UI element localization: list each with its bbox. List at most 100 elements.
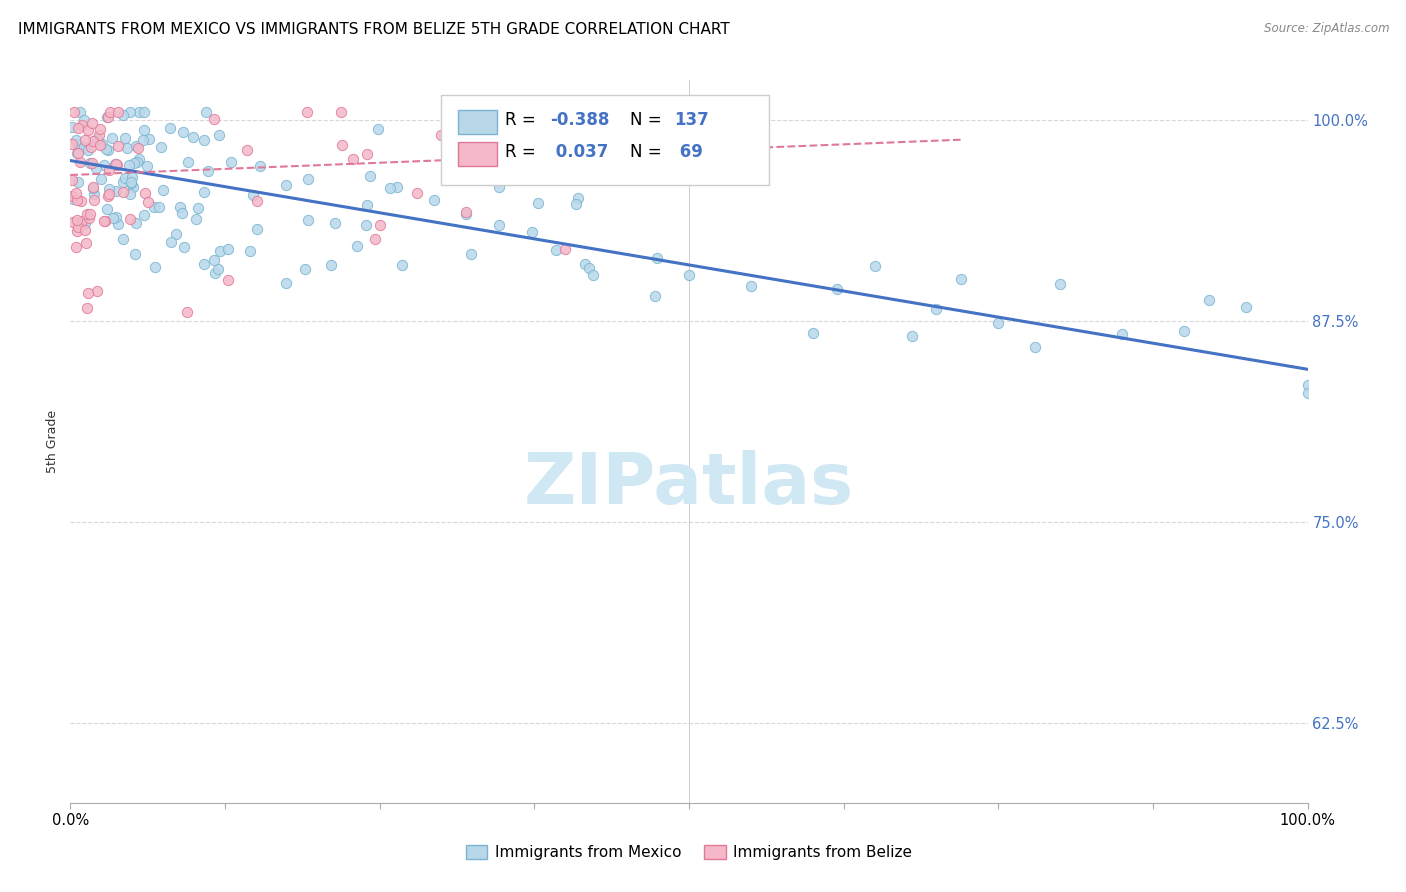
Point: [105, 158, 128, 172]
Point: [987, 316, 1010, 330]
Point: [544, 243, 567, 257]
Point: [181, 130, 204, 145]
Point: [138, 132, 160, 146]
Point: [67, 219, 90, 234]
Point: [520, 225, 543, 239]
Point: [405, 186, 427, 201]
Point: [120, 176, 142, 190]
Point: [1296, 385, 1319, 400]
Point: [118, 187, 141, 202]
Point: [69, 155, 91, 169]
Point: [346, 238, 368, 252]
Point: [1049, 277, 1071, 291]
Point: [112, 175, 135, 189]
Point: [246, 194, 269, 208]
Point: [73, 113, 96, 128]
Point: [97, 187, 120, 202]
Point: [60, 137, 83, 152]
Point: [63, 105, 86, 120]
Point: [827, 282, 849, 296]
Point: [97, 143, 120, 157]
Point: [90, 171, 112, 186]
Point: [118, 105, 141, 120]
Point: [97, 163, 120, 178]
Point: [863, 259, 886, 273]
Text: R =: R =: [505, 143, 540, 161]
Point: [67, 137, 90, 152]
Point: [148, 200, 170, 214]
Point: [430, 128, 453, 143]
Text: IMMIGRANTS FROM MEXICO VS IMMIGRANTS FROM BELIZE 5TH GRADE CORRELATION CHART: IMMIGRANTS FROM MEXICO VS IMMIGRANTS FRO…: [18, 22, 730, 37]
Point: [169, 200, 191, 214]
Point: [84, 161, 107, 176]
Point: [136, 195, 159, 210]
Point: [297, 213, 319, 227]
Point: [193, 257, 215, 271]
Point: [125, 139, 148, 153]
Point: [246, 221, 269, 235]
Point: [644, 288, 666, 302]
Point: [89, 122, 111, 136]
Point: [111, 185, 134, 199]
Point: [69, 105, 91, 120]
Point: [950, 271, 973, 285]
Point: [96, 110, 118, 124]
Point: [294, 262, 316, 277]
Point: [1296, 377, 1319, 392]
Point: [437, 153, 460, 168]
Point: [62, 192, 84, 206]
Point: [194, 105, 217, 120]
Point: [740, 278, 762, 293]
Point: [143, 260, 166, 274]
Point: [66, 224, 89, 238]
Point: [132, 208, 155, 222]
Point: [554, 242, 576, 256]
Point: [391, 258, 413, 272]
Point: [98, 105, 121, 120]
Point: [60, 120, 83, 134]
Point: [323, 216, 346, 230]
Point: [356, 198, 378, 212]
Point: [492, 105, 515, 120]
Point: [77, 285, 100, 300]
Point: [460, 247, 482, 261]
Point: [86, 132, 108, 146]
Point: [242, 188, 264, 202]
Point: [91, 136, 114, 151]
Point: [186, 201, 208, 215]
Point: [73, 223, 96, 237]
Point: [132, 105, 155, 120]
Point: [297, 171, 319, 186]
Point: [176, 305, 198, 319]
Point: [217, 242, 239, 256]
Point: [65, 240, 87, 254]
Point: [578, 261, 600, 276]
Point: [60, 173, 83, 187]
Point: [94, 142, 117, 156]
Point: [118, 212, 141, 227]
Point: [354, 218, 377, 232]
Point: [120, 176, 142, 190]
Point: [114, 131, 136, 145]
Point: [165, 227, 187, 242]
Point: [359, 169, 381, 183]
Point: [97, 189, 120, 203]
Point: [208, 128, 231, 142]
Point: [172, 125, 194, 139]
Point: [98, 181, 121, 195]
Point: [217, 273, 239, 287]
Point: [678, 268, 700, 282]
Point: [236, 143, 259, 157]
Point: [114, 171, 136, 186]
Point: [83, 194, 105, 208]
Text: 0.037: 0.037: [550, 143, 609, 161]
Point: [77, 123, 100, 137]
Point: [127, 141, 149, 155]
Point: [900, 328, 922, 343]
Point: [132, 133, 155, 147]
Point: [202, 112, 225, 127]
Text: ZIPatlas: ZIPatlas: [524, 450, 853, 519]
Point: [173, 240, 195, 254]
Point: [177, 155, 200, 169]
Point: [122, 155, 145, 169]
